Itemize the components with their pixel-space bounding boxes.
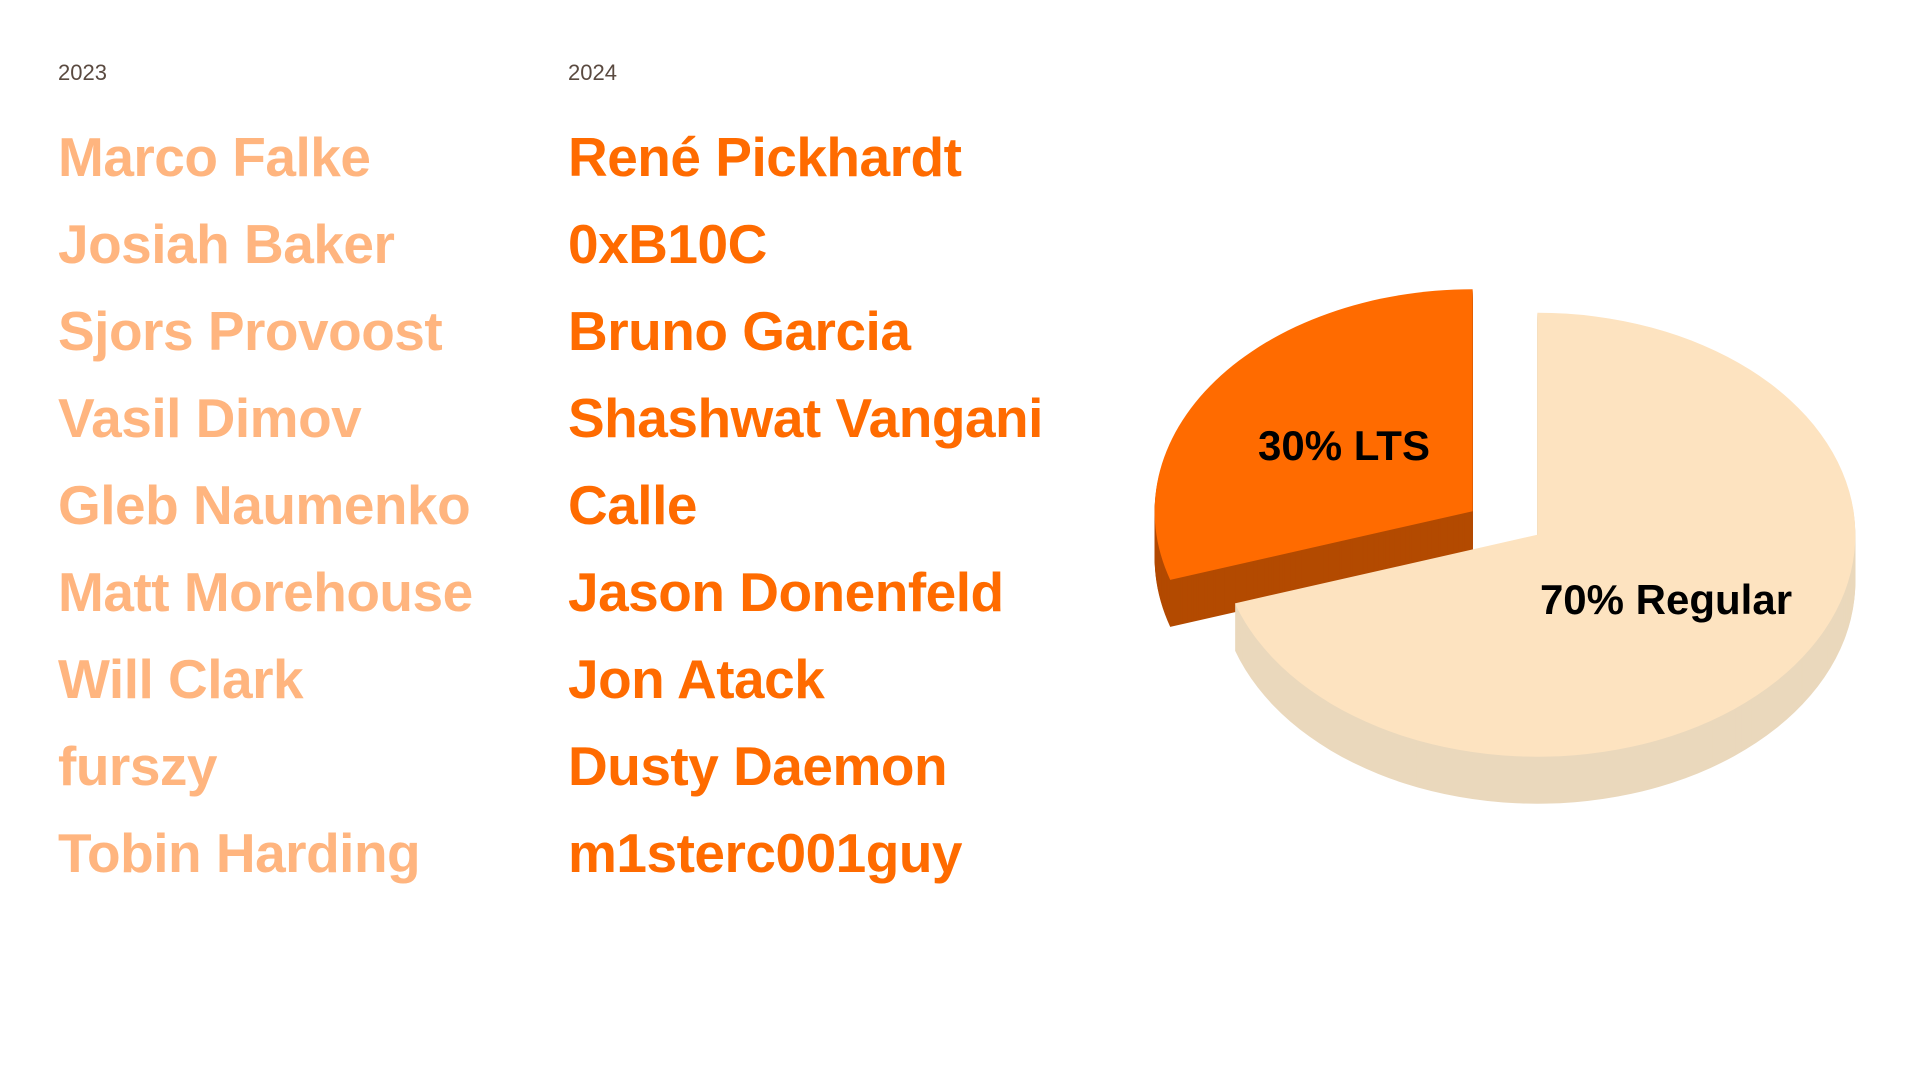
year-label: 2024: [568, 60, 617, 85]
name-item: Sjors Provoost: [58, 300, 443, 362]
name-list-2024: René Pickhardt 0xB10C Bruno Garcia Shash…: [568, 122, 1043, 905]
pie-tops: [1154, 289, 1856, 757]
name-item: Vasil Dimov: [58, 387, 362, 449]
slice-label-lts: 30% LTS: [1258, 422, 1430, 469]
year-label: 2023: [58, 60, 107, 85]
pie-slice: [1154, 289, 1473, 580]
name-item: Will Clark: [58, 648, 304, 710]
name-item: 0xB10C: [568, 213, 767, 275]
name-item: Marco Falke: [58, 126, 371, 188]
name-list-2023: Marco Falke Josiah Baker Sjors Provoost …: [58, 122, 473, 905]
name-item: furszy: [58, 735, 217, 797]
name-item: Matt Morehouse: [58, 561, 473, 623]
slice-label-regular: 70% Regular: [1540, 576, 1792, 623]
name-item: Bruno Garcia: [568, 300, 911, 362]
name-item: Dusty Daemon: [568, 735, 948, 797]
name-item: René Pickhardt: [568, 126, 962, 188]
pie-slice: [1234, 312, 1856, 757]
name-item: Jon Atack: [568, 648, 825, 710]
name-item: m1sterc001guy: [568, 822, 963, 884]
name-item: Shashwat Vangani: [568, 387, 1043, 449]
name-item: Jason Donenfeld: [568, 561, 1004, 623]
name-item: Tobin Harding: [58, 822, 421, 884]
name-item: Josiah Baker: [58, 213, 395, 275]
name-item: Calle: [568, 474, 697, 536]
name-item: Gleb Naumenko: [58, 474, 471, 536]
